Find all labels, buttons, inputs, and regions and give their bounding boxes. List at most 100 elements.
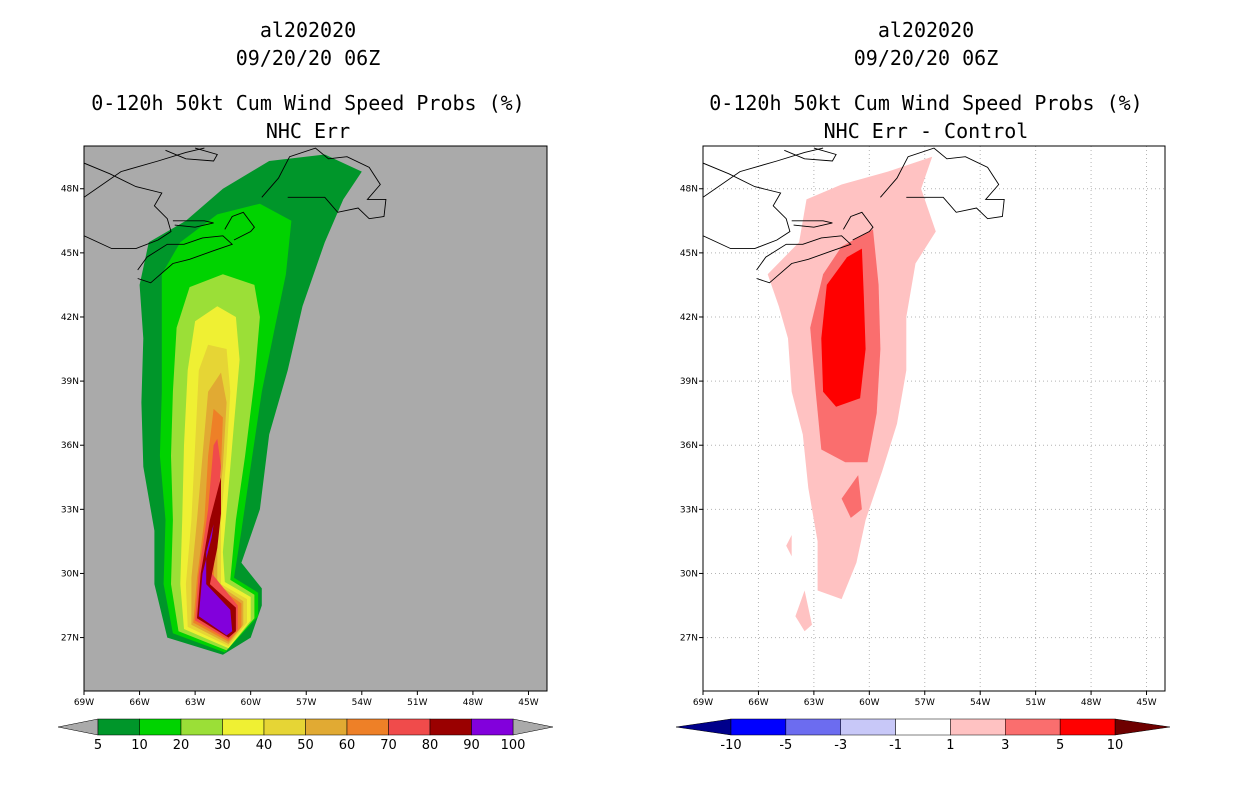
coastline [261,147,387,220]
contour-level-1 [795,590,812,632]
colorbar-swatch [429,718,472,736]
y-tick-label: 33N [680,505,698,515]
colorbar: -10 -5 -3 -1 1 3 5 10 [675,718,1171,753]
y-tick-label: 48N [61,185,79,195]
x-tick-label: 69W [74,698,94,708]
colorbar-swatch [305,718,348,736]
coastline [137,235,234,284]
colorbar-label: 100 [501,738,526,753]
colorbar-label: 40 [256,738,273,753]
colorbar: 5 10 20 30 40 50 60 70 80 90 100 [57,718,554,753]
x-tick-label: 69W [693,698,713,708]
colorbar-label: 20 [173,738,190,753]
x-tick-label: 63W [185,698,205,708]
x-tick-label: 45W [1136,698,1156,708]
x-tick-label: 57W [915,698,935,708]
contour-level-5 [821,248,866,407]
colorbar-label: 70 [380,738,397,753]
x-tick-label: 54W [352,698,372,708]
coastline [791,220,833,228]
y-tick-label: 45N [61,249,79,259]
y-tick-label: 42N [680,313,698,323]
colorbar-label: -1 [889,738,902,753]
x-tick-label: 60W [241,698,261,708]
contour-level-1 [786,535,792,557]
left-chart-title: 0-120h 50kt Cum Wind Speed Probs (%) [91,91,525,115]
colorbar-swatch [222,718,265,736]
plot-frame [83,145,548,692]
y-tick-label: 45N [680,249,698,259]
x-tick-label: 54W [970,698,990,708]
colorbar-swatch [97,718,140,736]
x-tick-label: 48W [463,698,483,708]
coastline [880,147,1005,220]
y-tick-label: 27N [61,634,79,644]
left-chart-subtitle: NHC Err [265,119,351,143]
colorbar-swatch [471,718,514,736]
colorbar-swatch [263,718,306,736]
colorbar-over-arrow [1114,718,1171,736]
colorbar-under-arrow [675,718,732,736]
plot-background [703,146,1165,691]
colorbar-label: 50 [297,738,314,753]
contour-level-90 [198,524,233,636]
y-tick-label: 36N [61,441,79,451]
y-tick-label: 48N [680,185,698,195]
colorbar-swatch [1005,718,1061,736]
y-tick-label: 39N [680,377,698,387]
coastline [703,147,824,198]
right-chart-subtitle: NHC Err - Control [823,119,1029,143]
y-tick-label: 33N [61,505,79,515]
coastline [703,162,791,250]
right-storm-id: al202020 [877,18,975,42]
colorbar-swatch [895,718,951,736]
y-tick-label: 42N [61,313,79,323]
colorbar-swatch [950,718,1006,736]
x-tick-label: 48W [1081,698,1101,708]
coastline [756,235,852,284]
colorbar-label: 30 [214,738,231,753]
colorbar-swatch [388,718,431,736]
chart-panel-0: 69W 66W 63W 60W 57W 54W 51W 48W 45W 27N 30N 33N 36N 3… [57,145,554,753]
y-tick-label: 39N [61,377,79,387]
x-tick-label: 66W [129,698,149,708]
colorbar-label: 3 [1001,738,1009,753]
left-storm-id: al202020 [259,18,357,42]
colorbar-label: 5 [1056,738,1064,753]
coastline [84,162,172,250]
colorbar-label: 1 [946,738,954,753]
x-tick-label: 51W [407,698,427,708]
colorbar-swatch [840,718,896,736]
x-tick-label: 45W [518,698,538,708]
colorbar-swatch [730,718,787,736]
x-tick-label: 51W [1025,698,1045,708]
x-tick-label: 66W [748,698,768,708]
right-chart-title: 0-120h 50kt Cum Wind Speed Probs (%) [709,91,1143,115]
coastline [172,220,214,228]
colorbar-under-arrow [57,718,99,736]
contour-level-3 [841,475,862,518]
coastline [84,147,205,198]
coastline [224,211,255,241]
left-datetime: 09/20/20 06Z [235,46,381,70]
coastline [843,211,874,241]
colorbar-label: 10 [1107,738,1124,753]
colorbar-label: 5 [94,738,102,753]
colorbar-label: -5 [779,738,792,753]
coastline [165,147,218,162]
x-tick-label: 63W [804,698,824,708]
chart-panel-1: 69W 66W 63W 60W 57W 54W 51W 48W 45W 27N 30N 33N 36N 3… [675,145,1171,753]
y-tick-label: 36N [680,441,698,451]
colorbar-label: -3 [834,738,847,753]
plot-frame [702,145,1166,692]
x-tick-label: 57W [296,698,316,708]
colorbar-swatch [785,718,841,736]
colorbar-swatch [180,718,223,736]
y-tick-label: 27N [680,634,698,644]
right-datetime: 09/20/20 06Z [853,46,999,70]
colorbar-label: 90 [463,738,480,753]
colorbar-over-arrow [512,718,554,736]
y-tick-label: 30N [61,569,79,579]
colorbar-swatch [1059,718,1116,736]
